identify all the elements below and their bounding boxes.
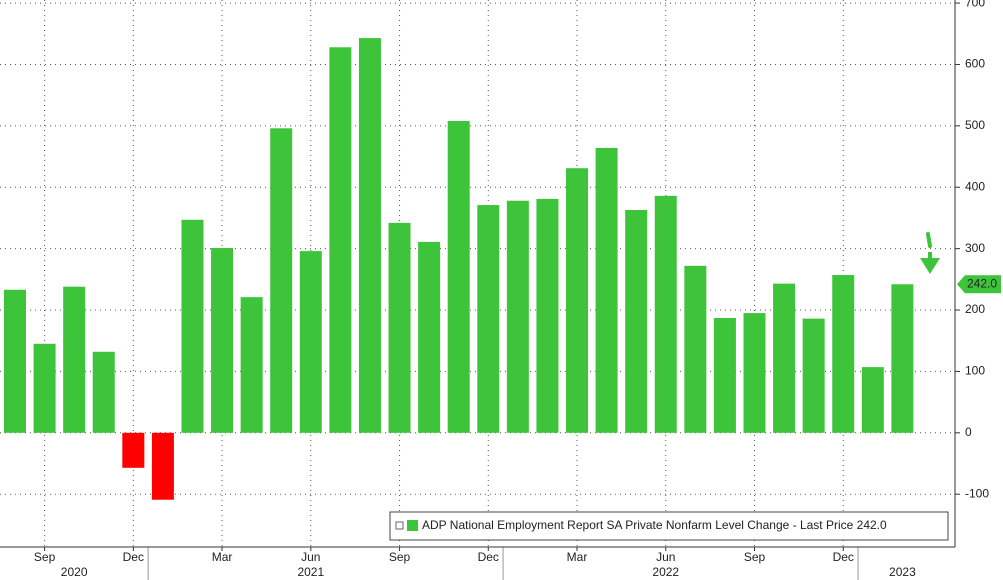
bar	[4, 289, 26, 433]
legend: ADP National Employment Report SA Privat…	[389, 511, 949, 541]
legend-label: ADP National Employment Report SA Privat…	[422, 518, 887, 532]
y-tick-label: 300	[965, 241, 985, 255]
y-tick-label: -100	[965, 486, 989, 500]
x-year-label: 2021	[297, 565, 324, 579]
legend-swatch	[407, 520, 418, 531]
annotation-arrow	[920, 232, 940, 274]
bar	[891, 284, 914, 433]
bar	[211, 248, 234, 433]
x-tick-label: Sep	[389, 550, 411, 564]
bar	[418, 241, 441, 433]
bar	[329, 47, 352, 433]
bar	[566, 168, 589, 433]
x-tick-label: Mar	[212, 550, 233, 564]
bar	[63, 286, 86, 433]
bar	[299, 251, 322, 433]
last-price-label: 242.0	[967, 276, 997, 290]
bar	[122, 432, 145, 468]
bar	[151, 432, 174, 500]
bar	[388, 222, 411, 433]
bar	[181, 219, 204, 433]
bar	[861, 367, 884, 433]
bar	[477, 205, 500, 433]
bar	[270, 128, 293, 433]
x-year-label: 2020	[61, 565, 88, 579]
y-tick-label: 0	[965, 425, 972, 439]
y-tick-label: 100	[965, 364, 985, 378]
x-tick-label: Dec	[123, 550, 144, 564]
x-tick-label: Dec	[833, 550, 854, 564]
x-year-label: 2022	[652, 565, 679, 579]
bar	[802, 318, 825, 433]
bar	[447, 120, 470, 433]
x-tick-label: Sep	[34, 550, 56, 564]
y-tick-label: 200	[965, 302, 985, 316]
bar	[684, 265, 707, 433]
legend-expander	[395, 521, 404, 530]
bar	[713, 318, 736, 433]
bar	[536, 198, 559, 433]
bar	[240, 297, 263, 433]
x-tick-label: Dec	[478, 550, 499, 564]
y-tick-label: 700	[965, 0, 985, 9]
x-year-label: 2023	[889, 565, 916, 579]
y-tick-label: 600	[965, 57, 985, 71]
x-tick-label: Mar	[567, 550, 588, 564]
bar	[625, 209, 648, 433]
bar	[506, 200, 529, 433]
bar	[832, 275, 855, 433]
x-tick-label: Jun	[656, 550, 675, 564]
legend-box	[389, 511, 949, 541]
x-tick-label: Jun	[301, 550, 320, 564]
bar	[743, 313, 766, 433]
bar	[92, 351, 115, 433]
bar	[33, 343, 56, 433]
x-tick-label: Sep	[744, 550, 766, 564]
bar	[654, 195, 677, 433]
bar	[595, 147, 618, 433]
bar	[773, 283, 796, 433]
bar	[358, 38, 381, 433]
y-tick-label: 400	[965, 179, 985, 193]
last-price-tag	[957, 275, 1001, 294]
y-tick-label: 500	[965, 118, 985, 132]
